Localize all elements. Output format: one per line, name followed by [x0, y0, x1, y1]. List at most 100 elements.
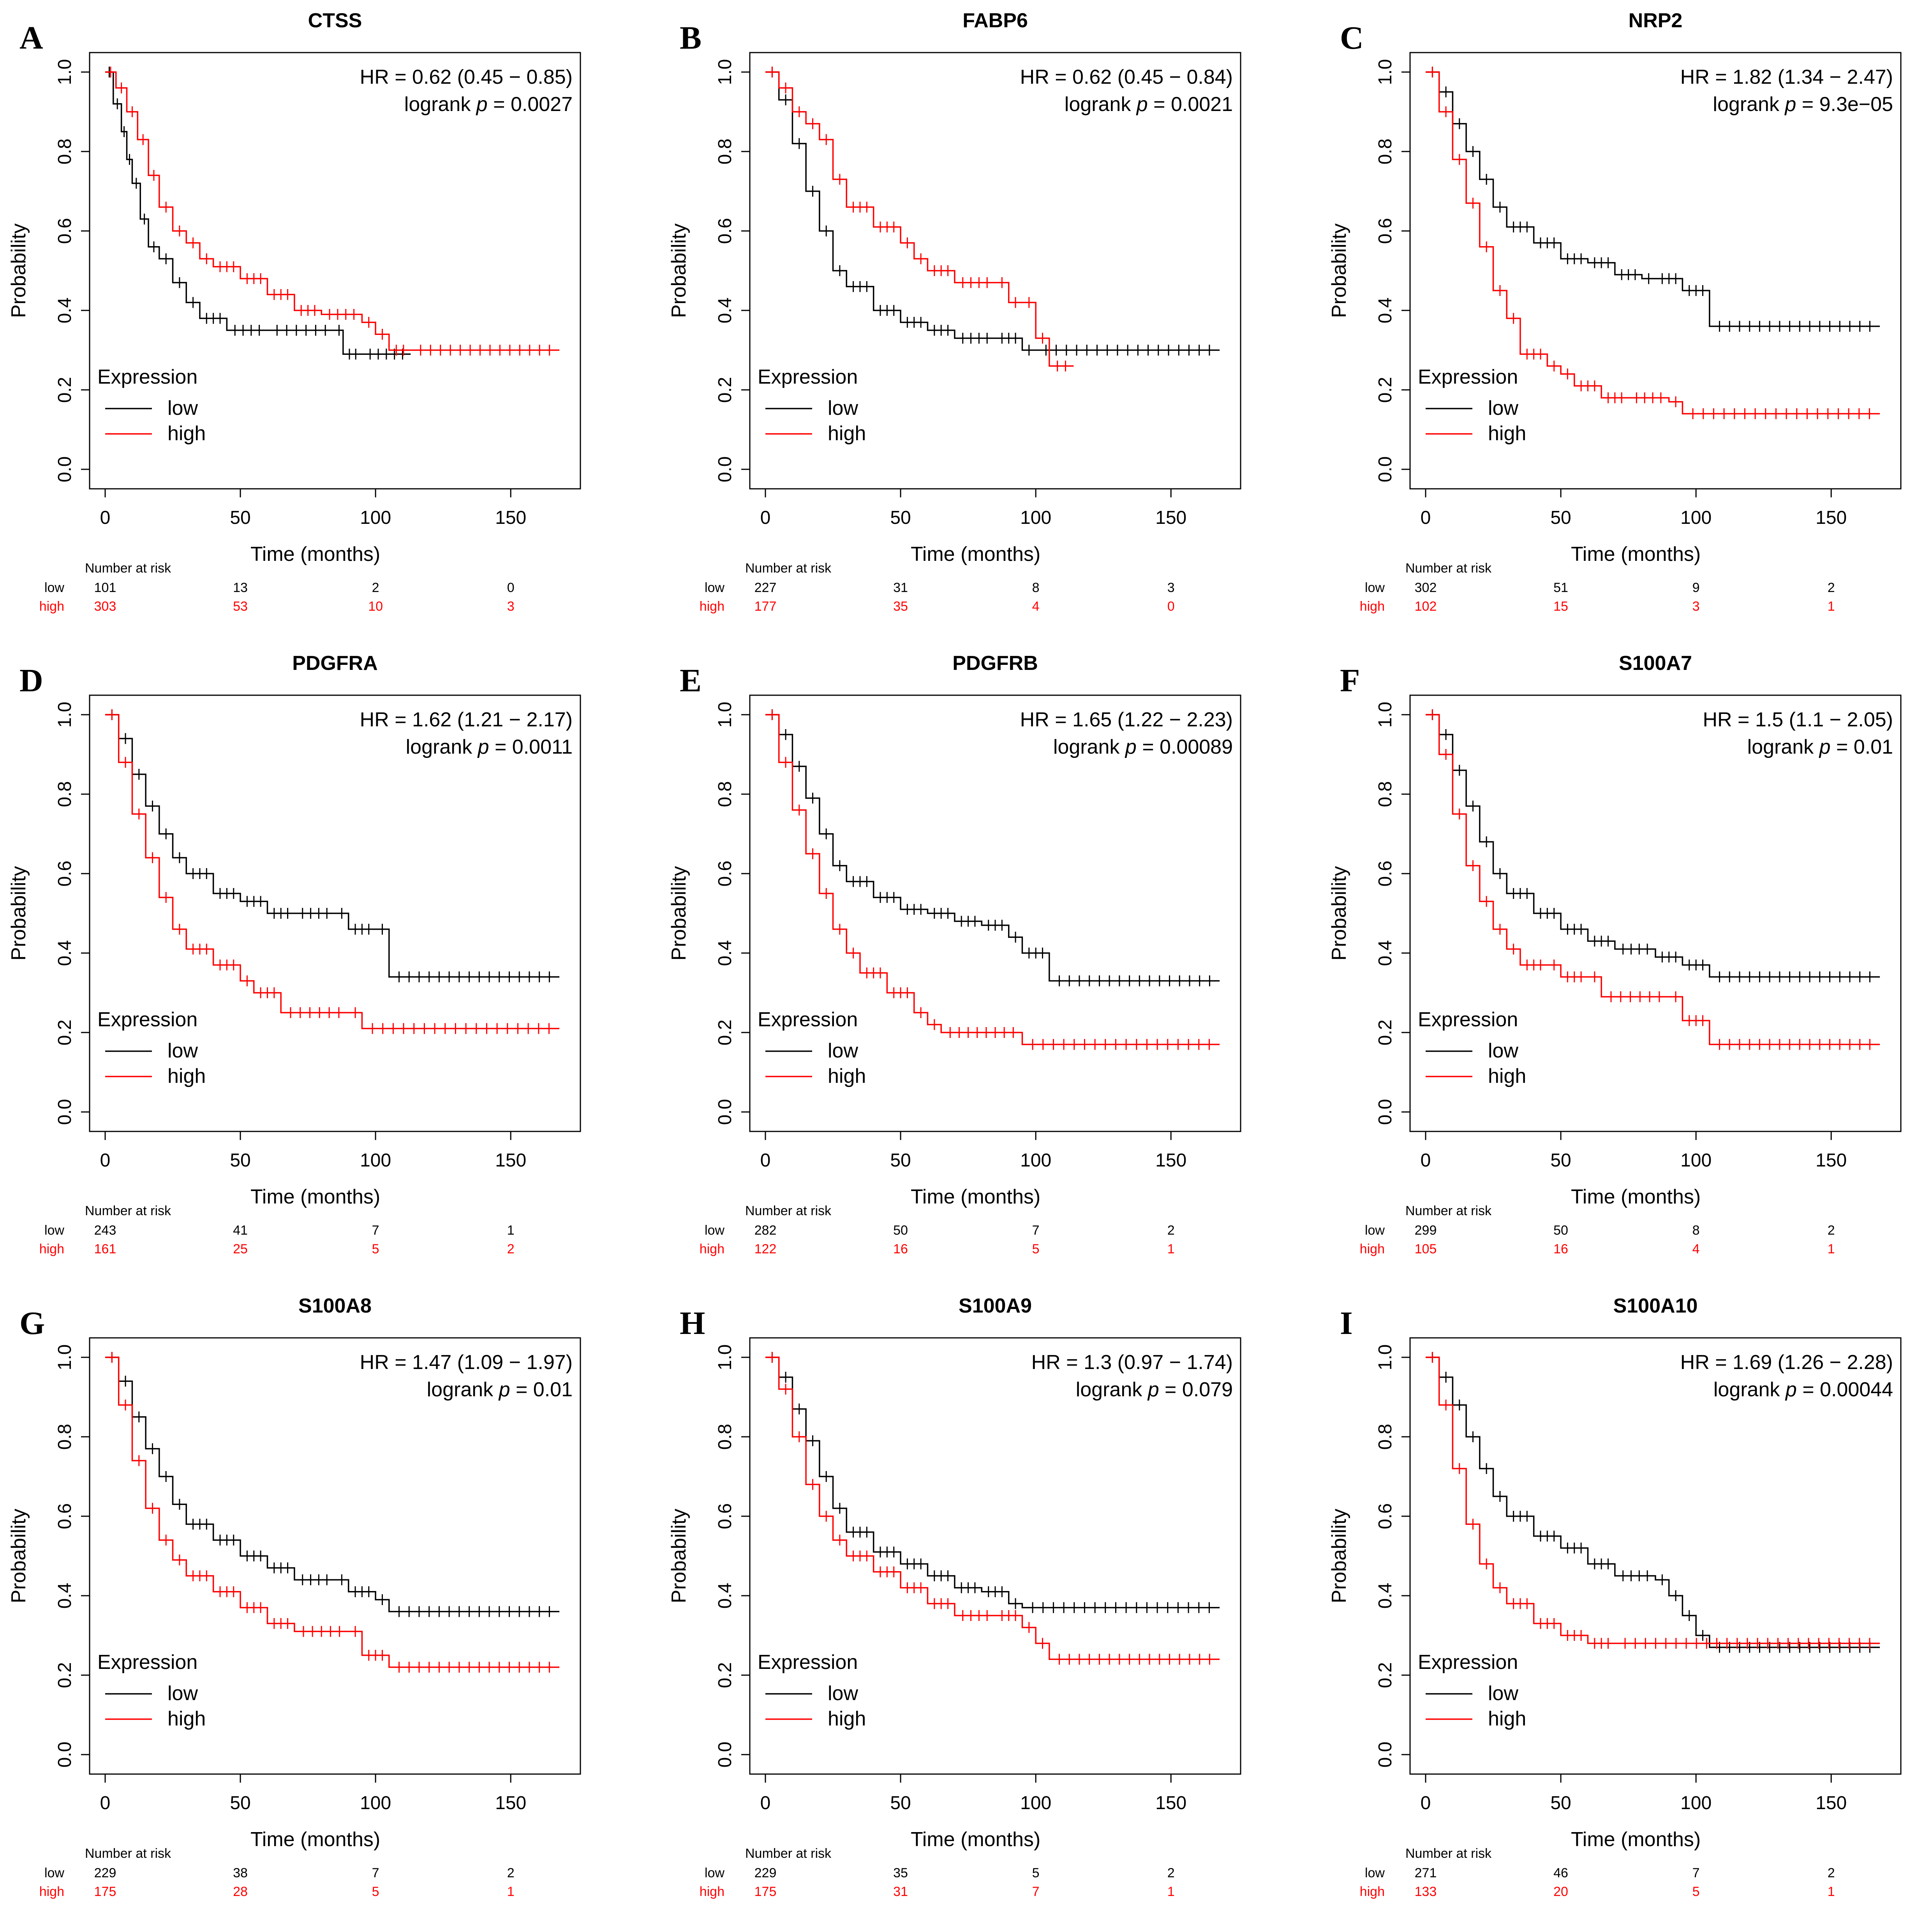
survival-curve-low	[105, 714, 560, 978]
risk-count: 161	[94, 1242, 116, 1256]
panel-label: I	[1340, 1305, 1353, 1341]
censor-marks-low	[1431, 67, 1870, 332]
risk-count: 4	[1692, 1242, 1700, 1256]
risk-row-label: high	[1360, 1884, 1385, 1899]
y-tick-label: 0.0	[1375, 456, 1396, 483]
hazard-ratio-text: HR = 0.62 (0.45 − 0.84)	[1020, 66, 1233, 88]
p-value: = 0.0011	[489, 736, 573, 758]
y-tick-label: 0.6	[55, 861, 75, 887]
chart-title: S100A8	[298, 1295, 372, 1317]
risk-count: 2	[1828, 1866, 1835, 1880]
logrank-prefix: logrank	[406, 736, 478, 758]
risk-count: 20	[1553, 1884, 1568, 1899]
risk-table-title: Number at risk	[1405, 1846, 1492, 1861]
risk-row-label: high	[1360, 1242, 1385, 1256]
x-tick-label: 50	[1550, 1793, 1571, 1813]
risk-count: 302	[1415, 580, 1437, 595]
x-tick-label: 50	[230, 1793, 250, 1813]
plot-frame	[1409, 1337, 1902, 1775]
y-tick-label: 0.4	[715, 298, 735, 324]
legend-label-high: high	[167, 1707, 206, 1730]
risk-count: 1	[1167, 1884, 1175, 1899]
legend-label-high: high	[828, 1707, 866, 1730]
y-tick-label: 0.8	[55, 1424, 75, 1450]
risk-count: 105	[1415, 1242, 1437, 1256]
logrank-prefix: logrank	[1713, 93, 1785, 116]
x-tick-label: 0	[760, 1150, 771, 1171]
risk-count: 35	[893, 1866, 908, 1880]
logrank-prefix: logrank	[404, 93, 476, 116]
y-tick-label: 0.8	[715, 781, 735, 807]
x-tick-label: 0	[1421, 1150, 1431, 1171]
y-tick-label: 0.0	[715, 1742, 735, 1768]
x-tick-label: 150	[1155, 507, 1186, 528]
censor-marks-low	[111, 1352, 550, 1617]
p-value: = 0.00089	[1137, 736, 1233, 758]
x-tick-label: 100	[360, 1150, 391, 1171]
y-tick-label: 0.8	[715, 139, 735, 165]
risk-count: 1	[1167, 1242, 1175, 1256]
survival-curve-high	[765, 1357, 1220, 1660]
x-axis-label: Time (months)	[250, 1186, 380, 1208]
panel-label: F	[1340, 663, 1360, 699]
censor-marks-low	[771, 1352, 1210, 1613]
y-tick-label: 0.4	[715, 940, 735, 966]
panel-label: A	[19, 20, 43, 56]
legend-label-high: high	[167, 1065, 206, 1087]
risk-count: 1	[507, 1223, 515, 1238]
x-tick-label: 150	[1155, 1150, 1186, 1171]
risk-row-label: low	[1365, 1866, 1385, 1880]
y-tick-label: 0.2	[715, 1662, 735, 1688]
logrank-text: logrank p = 9.3e−05	[1713, 93, 1893, 116]
x-tick-label: 0	[100, 1150, 111, 1171]
risk-count: 5	[372, 1242, 379, 1256]
y-axis-label: Probability	[7, 224, 30, 318]
y-tick-label: 1.0	[1375, 1344, 1396, 1371]
logrank-text: logrank p = 0.00044	[1713, 1378, 1893, 1401]
hazard-ratio-text: HR = 1.3 (0.97 − 1.74)	[1031, 1351, 1233, 1374]
legend-label-low: low	[828, 1040, 858, 1062]
risk-count: 41	[233, 1223, 248, 1238]
x-tick-label: 0	[1421, 1793, 1431, 1813]
risk-count: 2	[372, 580, 379, 595]
y-tick-label: 0.2	[55, 1020, 75, 1046]
risk-row-label: low	[44, 1866, 64, 1880]
legend-title: Expression	[758, 366, 858, 388]
y-tick-label: 0.0	[55, 456, 75, 483]
legend-label-high: high	[828, 422, 866, 445]
x-axis-label: Time (months)	[1571, 543, 1701, 566]
y-tick-label: 0.8	[715, 1424, 735, 1450]
logrank-text: logrank p = 0.079	[1076, 1378, 1233, 1401]
panel-label: C	[1340, 20, 1364, 56]
risk-count: 271	[1415, 1866, 1437, 1880]
survival-curve-high	[105, 714, 560, 1029]
p-value: = 0.01	[1831, 736, 1893, 758]
risk-table-title: Number at risk	[745, 1203, 832, 1218]
y-tick-label: 0.8	[1375, 139, 1396, 165]
chart-title: PDGFRA	[292, 652, 378, 675]
y-tick-label: 1.0	[55, 702, 75, 728]
plot-frame	[749, 52, 1241, 490]
p-symbol: p	[1125, 736, 1137, 758]
chart-title: CTSS	[308, 9, 362, 32]
risk-count: 2	[507, 1242, 515, 1256]
x-tick-label: 50	[890, 1793, 911, 1813]
legend-title: Expression	[758, 1008, 858, 1031]
risk-count: 15	[1553, 599, 1568, 614]
chart-title: S100A7	[1619, 652, 1692, 675]
x-tick-label: 150	[1816, 507, 1847, 528]
risk-count: 299	[1415, 1223, 1437, 1238]
y-tick-label: 1.0	[55, 59, 75, 85]
p-value: = 0.00044	[1797, 1378, 1893, 1401]
p-value: = 9.3e−05	[1796, 93, 1893, 116]
legend-title: Expression	[1418, 1651, 1518, 1674]
risk-count: 0	[507, 580, 515, 595]
y-tick-label: 0.0	[715, 456, 735, 483]
risk-count: 177	[754, 599, 777, 614]
censor-marks-high	[110, 67, 550, 356]
x-tick-label: 150	[1816, 1793, 1847, 1813]
p-symbol: p	[1136, 93, 1148, 116]
risk-count: 2	[507, 1866, 515, 1880]
